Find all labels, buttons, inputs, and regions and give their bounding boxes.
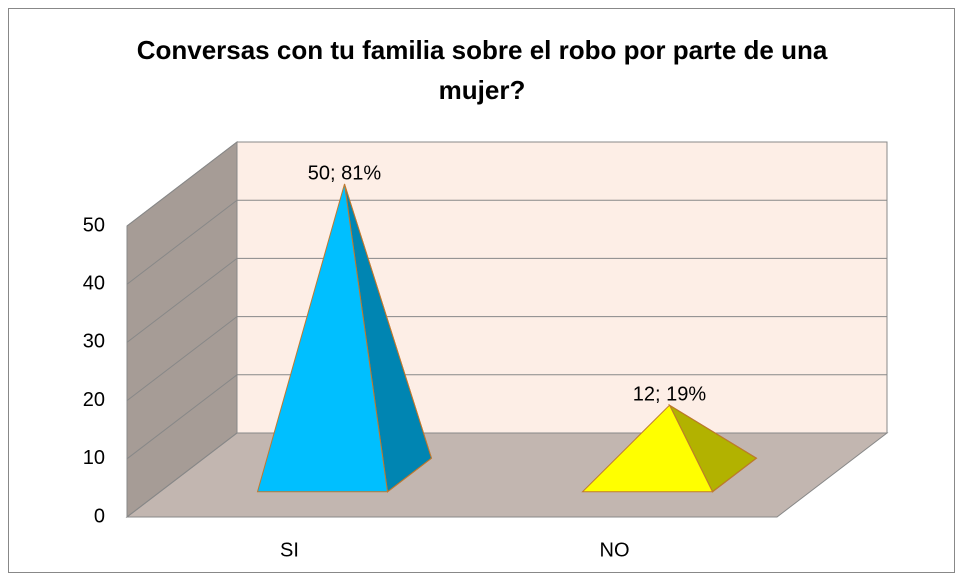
y-tick-label: 20 [83, 389, 105, 411]
y-tick-label: 50 [83, 214, 105, 236]
pyramid [256, 183, 433, 493]
pyramid [581, 403, 758, 493]
grid-line [126, 257, 887, 343]
chart-title: Conversas con tu familia sobre el robo p… [136, 35, 828, 105]
grid-line [126, 374, 887, 460]
y-tick-label: 10 [83, 447, 105, 469]
x-tick-label: SI [280, 539, 299, 561]
grid-line [126, 316, 887, 401]
x-tick-label: NO [600, 539, 630, 561]
y-tick-label: 30 [83, 331, 105, 353]
grid-line [126, 141, 887, 227]
pyramid-front [581, 404, 714, 493]
y-tick-label: 0 [94, 505, 105, 527]
pyramid-front [256, 183, 389, 493]
data-label: 12; 19% [633, 383, 707, 405]
grid-line [126, 199, 887, 285]
y-tick-label: 40 [83, 272, 105, 294]
floor [125, 432, 889, 518]
data-label: 50; 81% [308, 162, 382, 184]
